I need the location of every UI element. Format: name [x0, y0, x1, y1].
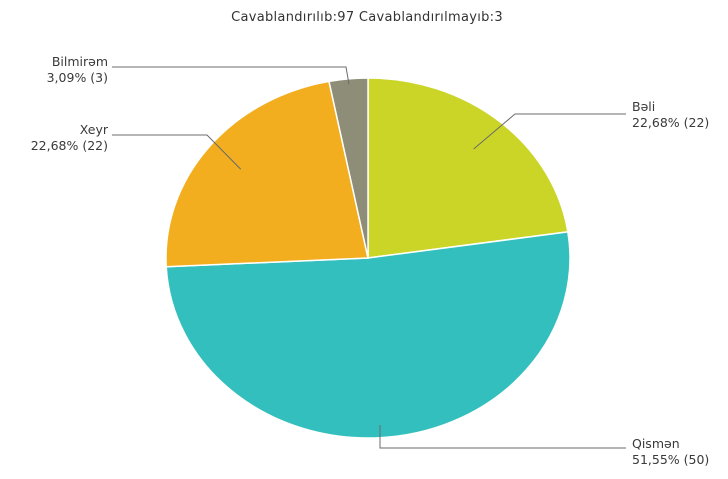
pie-slices [165, 77, 571, 439]
leader-line-4 [112, 66, 350, 85]
slice-label-value-4: 3,09% (3) [47, 70, 108, 85]
pie-slice-2 [165, 231, 571, 439]
chart-title: Cavablandırılıb:97 Cavablandırılmayıb:3 [231, 10, 503, 25]
slice-label-name-4: Bilmirəm [52, 54, 108, 69]
slice-label-value-1: 22,68% (22) [632, 115, 709, 130]
slice-label-name-2: Qismən [632, 436, 680, 451]
pie-slice-3 [165, 80, 369, 268]
slice-label-value-3: 22,68% (22) [31, 138, 108, 153]
pie-slice-1 [367, 77, 569, 259]
leader-line-3 [112, 134, 242, 170]
slice-label-name-1: Bəli [632, 99, 655, 114]
slice-label-value-2: 51,55% (50) [632, 452, 709, 467]
leader-lines [112, 66, 626, 449]
leader-line-1 [473, 113, 626, 150]
slice-label-name-3: Xeyr [80, 122, 109, 137]
leader-line-2 [379, 425, 626, 449]
